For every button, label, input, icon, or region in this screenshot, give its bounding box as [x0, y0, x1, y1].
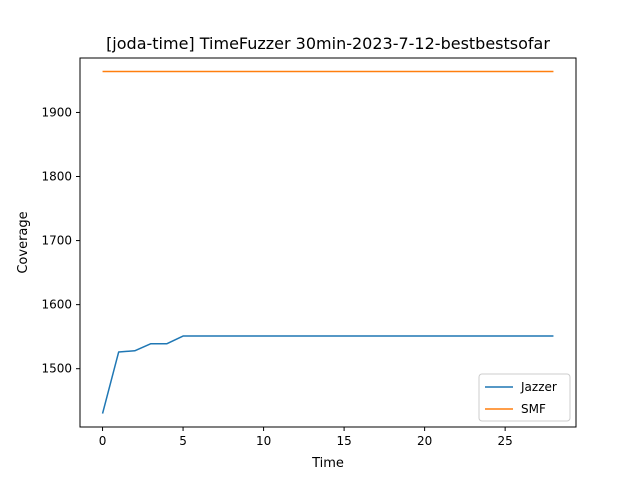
x-axis: 0 5 10 15 20 25 [99, 427, 513, 448]
x-tick-label: 25 [498, 434, 513, 448]
plot-area [80, 58, 576, 427]
x-tick-label: 15 [336, 434, 351, 448]
x-tick-label: 20 [417, 434, 432, 448]
legend: Jazzer SMF [478, 373, 571, 422]
legend-label-jazzer: Jazzer [520, 380, 557, 394]
y-tick-label: 1600 [41, 298, 72, 312]
y-axis-label: Coverage [16, 211, 31, 273]
y-tick-label: 1700 [41, 234, 72, 248]
series-layer [101, 70, 554, 414]
x-axis-label: Time [311, 456, 344, 471]
legend-label-smf: SMF [521, 402, 546, 416]
x-tick-label: 0 [99, 434, 107, 448]
x-tick-label: 10 [256, 434, 271, 448]
y-axis: 1500 1600 1700 1800 1900 [41, 105, 80, 376]
y-tick-label: 1500 [41, 362, 72, 376]
x-tick-label: 5 [179, 434, 187, 448]
y-tick-label: 1800 [41, 170, 72, 184]
y-tick-label: 1900 [41, 105, 72, 119]
series-line-jazzer [101, 335, 554, 414]
plot-frame [79, 57, 577, 428]
chart-title: [joda-time] TimeFuzzer 30min-2023-7-12-b… [106, 34, 550, 53]
